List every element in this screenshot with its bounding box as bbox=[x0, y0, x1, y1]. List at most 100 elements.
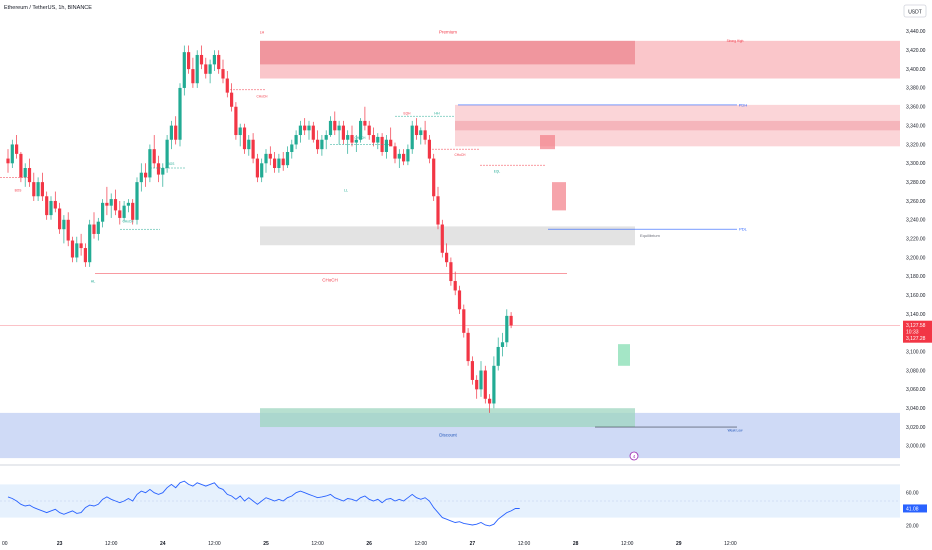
candle-body bbox=[492, 365, 496, 404]
candle-body bbox=[462, 309, 466, 333]
candle-body bbox=[505, 315, 509, 343]
candle-body bbox=[384, 139, 388, 152]
equilibrium-label: Equilibrium bbox=[640, 233, 660, 238]
candle-body bbox=[161, 168, 165, 175]
candle-body bbox=[105, 202, 109, 206]
candle-body bbox=[371, 135, 376, 143]
candle-body bbox=[178, 87, 182, 140]
candle-body bbox=[204, 64, 208, 74]
candle-body bbox=[285, 151, 290, 166]
candle-body bbox=[126, 202, 130, 206]
candle-body bbox=[316, 139, 320, 150]
time-axis[interactable]: 00 23 12:00 24 12:00 25 12:00 26 12:00 27 12:00 28 1… bbox=[2, 541, 737, 547]
zones-layer bbox=[0, 40, 900, 459]
price-tick-label: 3,440.00 bbox=[906, 29, 926, 35]
candle-body bbox=[410, 125, 414, 150]
candle-body bbox=[152, 149, 156, 164]
candle-body bbox=[144, 172, 148, 178]
candle-body bbox=[509, 315, 513, 326]
candle-body bbox=[148, 149, 152, 178]
candle-body bbox=[483, 370, 487, 399]
candle-body bbox=[354, 139, 358, 143]
candle-body bbox=[251, 139, 255, 159]
candle-body bbox=[449, 262, 453, 282]
candle-body bbox=[260, 163, 264, 178]
premium-block bbox=[260, 40, 635, 65]
currency-label[interactable]: USDT bbox=[908, 10, 922, 16]
candle-body bbox=[294, 135, 298, 145]
rsi-line bbox=[7, 480, 520, 527]
candle-body bbox=[255, 158, 259, 178]
price-tick-label: 3,400.00 bbox=[906, 67, 926, 73]
current-price-value: 3,127.58 bbox=[906, 323, 926, 329]
currency-box[interactable] bbox=[903, 4, 927, 18]
time-tick-label: 12:00 bbox=[105, 541, 118, 547]
price-tick-label: 3,300.00 bbox=[906, 161, 926, 167]
candle-body bbox=[238, 127, 242, 136]
candle-body bbox=[135, 182, 139, 220]
price-axis[interactable]: 3,000.00 3,020.00 3,040.00 3,060.00 3,080.00… bbox=[903, 29, 932, 450]
candle-body bbox=[187, 52, 191, 70]
candle-body bbox=[40, 182, 44, 197]
candle-body bbox=[88, 224, 92, 263]
candle-body bbox=[70, 240, 75, 258]
choch-small-2: CHoCH bbox=[355, 136, 367, 140]
pdh-label: PDH bbox=[739, 102, 748, 107]
price-tick-label: 3,060.00 bbox=[906, 387, 926, 393]
candle-body bbox=[212, 54, 216, 65]
candle-body bbox=[10, 144, 14, 164]
candle-body bbox=[32, 182, 36, 197]
pdl-label: PDL bbox=[739, 227, 748, 232]
order-block-small bbox=[540, 135, 555, 150]
price-tick-label: 3,320.00 bbox=[906, 142, 926, 148]
candle-body bbox=[66, 219, 70, 241]
rsi-tick-label: 60.00 bbox=[906, 491, 919, 497]
candle-body bbox=[277, 158, 281, 168]
price-tick-label: 3,080.00 bbox=[906, 368, 926, 374]
time-tick-label: 12:00 bbox=[415, 541, 428, 547]
choch-small-1: CHoCH bbox=[257, 94, 269, 98]
time-tick-label: 12:00 bbox=[724, 541, 737, 547]
candle-body bbox=[290, 144, 294, 152]
time-tick-label: 12:00 bbox=[208, 541, 221, 547]
candle-body bbox=[15, 144, 19, 154]
price-tick-label: 3,360.00 bbox=[906, 105, 926, 111]
candle-body bbox=[423, 130, 427, 140]
eql-label: EQL bbox=[494, 170, 501, 174]
candle-body bbox=[466, 332, 470, 362]
candle-body bbox=[328, 120, 333, 136]
candle-body bbox=[208, 64, 212, 74]
candle-body bbox=[234, 106, 238, 136]
candle-body bbox=[479, 370, 483, 390]
candle-body bbox=[496, 346, 500, 366]
candle-body bbox=[376, 136, 380, 143]
rsi-tick-label: 20.00 bbox=[906, 524, 919, 530]
candle-body bbox=[268, 153, 272, 159]
time-tick-label: 00 bbox=[2, 541, 8, 547]
price-tick-label: 3,140.00 bbox=[906, 312, 926, 318]
candle-body bbox=[191, 69, 195, 84]
price-tick-label: 3,260.00 bbox=[906, 199, 926, 205]
candle-body bbox=[23, 168, 27, 178]
candle-body bbox=[165, 139, 169, 168]
bos-label-1: BOS bbox=[15, 189, 22, 193]
rsi-pane[interactable]: 20.00 60.00 41.08 bbox=[0, 480, 927, 530]
candle-body bbox=[406, 149, 410, 162]
candle-body bbox=[174, 125, 178, 140]
candle-body bbox=[470, 361, 474, 380]
candle-body bbox=[303, 125, 307, 131]
price-pane[interactable]: Premium Discount Equilibrium Strong High Wea… bbox=[0, 29, 900, 461]
discount-label: Discount bbox=[439, 432, 457, 437]
candle-body bbox=[311, 125, 315, 140]
candle-body bbox=[341, 125, 345, 140]
event-marker-label: 4 bbox=[633, 454, 636, 459]
candle-body bbox=[427, 139, 431, 159]
time-tick-label: 12:00 bbox=[311, 541, 324, 547]
hh-label: HH bbox=[434, 111, 440, 115]
choch-small-3: CHoCH bbox=[455, 153, 467, 157]
price-tick-label: 3,160.00 bbox=[906, 293, 926, 299]
candle-body bbox=[320, 139, 324, 150]
currency-selector[interactable]: USDT bbox=[903, 4, 927, 18]
candle-body bbox=[6, 158, 10, 164]
